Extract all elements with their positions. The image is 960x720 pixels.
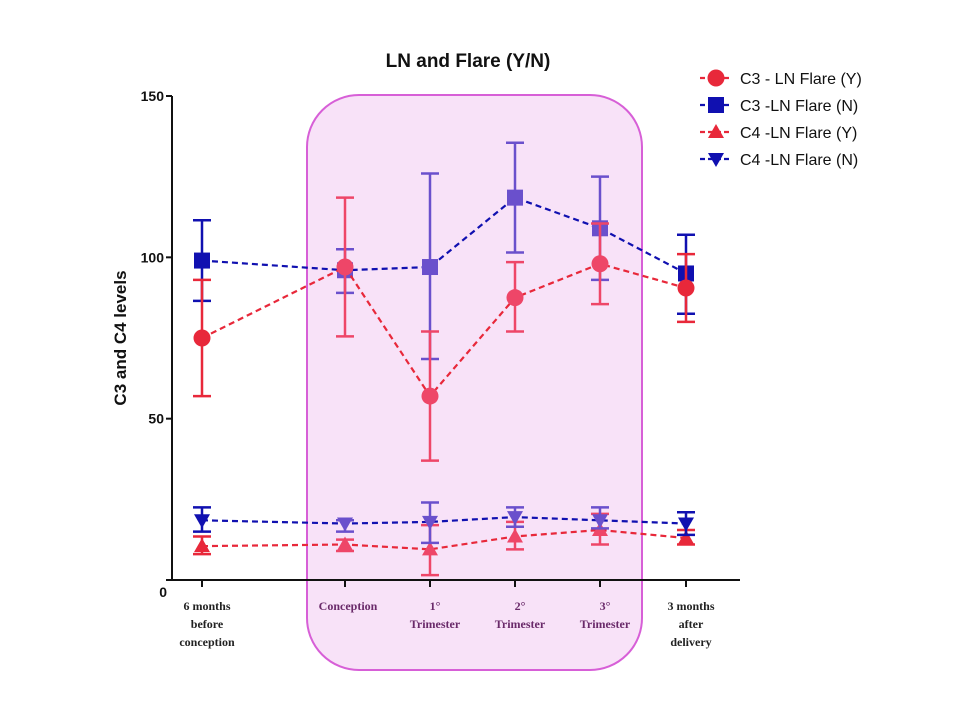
x-tick-label-line: 1° — [430, 599, 441, 613]
x-tick-label-line: Trimester — [495, 617, 546, 631]
y-axis-label: C3 and C4 levels — [111, 270, 130, 405]
legend: C3 - LN Flare (Y) C3 -LN Flare (N) C4 -LN … — [700, 69, 862, 169]
data-point — [422, 515, 438, 530]
legend-item-1: C3 - LN Flare (Y) — [700, 69, 862, 88]
legend-label: C4 -LN Flare (Y) — [740, 125, 857, 142]
x-tick-label: Conception — [319, 599, 378, 613]
x-tick-label-line: Conception — [319, 599, 378, 613]
legend-item-2: C3 -LN Flare (N) — [700, 97, 858, 115]
series-4 — [193, 501, 695, 545]
series-line — [201, 262, 687, 398]
legend-marker — [708, 153, 724, 167]
data-point — [507, 528, 523, 543]
legend-marker — [708, 97, 724, 113]
data-point — [678, 530, 694, 545]
data-point — [194, 514, 210, 529]
x-tick-label-line: 3° — [600, 599, 611, 613]
pregnancy-shaded-region — [306, 94, 643, 671]
y-tick-label: 0 — [159, 584, 167, 600]
x-tick-label: 6 months before conception — [179, 599, 235, 649]
legend-marker — [707, 69, 725, 87]
x-tick-label-line: 3 months — [667, 599, 714, 613]
legend-item-3: C4 -LN Flare (Y) — [700, 124, 857, 142]
legend-label: C3 -LN Flare (N) — [740, 98, 858, 115]
legend-marker — [708, 124, 724, 138]
data-point — [506, 289, 524, 307]
data-point — [193, 329, 211, 347]
series-line — [201, 515, 687, 525]
x-tick-label-line: before — [191, 617, 224, 631]
legend-label: C3 - LN Flare (Y) — [740, 71, 862, 88]
data-point — [422, 541, 438, 556]
x-tick-label-line: conception — [179, 635, 235, 649]
series-1 — [193, 196, 695, 462]
data-point — [678, 517, 694, 532]
y-tick-label: 100 — [141, 249, 165, 265]
x-tick-label-line: delivery — [670, 635, 711, 649]
chart-title: LN and Flare (Y/N) — [386, 51, 551, 72]
x-tick-label-line: 2° — [515, 599, 526, 613]
data-point — [337, 536, 353, 551]
data-point — [194, 252, 210, 269]
plot-area — [193, 141, 695, 577]
x-tick-label-line: Trimester — [410, 617, 461, 631]
series-line — [201, 196, 687, 275]
x-tick-label: 3 months after delivery — [667, 599, 714, 649]
data-point — [677, 279, 695, 297]
data-point — [422, 259, 438, 276]
legend-item-4: C4 -LN Flare (N) — [700, 152, 858, 169]
data-point — [421, 387, 439, 405]
data-point — [507, 189, 523, 206]
data-point — [336, 258, 354, 276]
data-point — [194, 538, 210, 553]
x-tick-label-line: Trimester — [580, 617, 631, 631]
x-tick-label-line: 6 months — [183, 599, 230, 613]
data-point — [592, 514, 608, 529]
series-3 — [193, 512, 695, 577]
y-tick-label: 50 — [148, 411, 164, 427]
legend-label: C4 -LN Flare (N) — [740, 152, 858, 169]
axes: 0 50 100 150 6 months before conception Concept… — [141, 88, 740, 649]
series-line — [201, 528, 687, 551]
x-tick-label: 3° Trimester — [580, 599, 631, 631]
x-tick-label: 1° Trimester — [410, 599, 461, 631]
data-point — [337, 517, 353, 532]
data-point — [507, 511, 523, 526]
data-point — [591, 255, 609, 273]
y-tick-label: 150 — [141, 88, 165, 104]
x-tick-label-line: after — [679, 617, 704, 631]
x-tick-label: 2° Trimester — [495, 599, 546, 631]
